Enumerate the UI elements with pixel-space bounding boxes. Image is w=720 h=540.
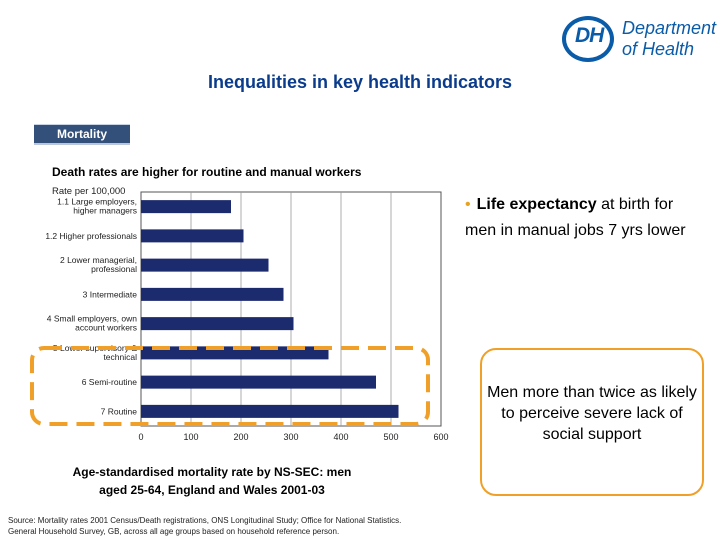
category-label: 5 Lower supervisory & technical [53,343,137,362]
source-note: Source: Mortality rates 2001 Census/Deat… [8,515,648,537]
bar [141,375,376,389]
bar [141,404,399,418]
bar [141,317,294,331]
mortality-bar-chart: 1.1 Large employers, higher managers 1.2 H… [30,186,449,442]
x-tick-label: 0 [138,432,143,442]
source-line-1: Source: Mortality rates 2001 Census/Deat… [8,516,402,525]
bar [141,200,231,214]
category-label: 7 Routine [101,406,138,416]
x-tick-label: 500 [383,432,398,442]
category-label: 6 Semi-routine [82,377,138,387]
logo-abbr: DH [575,24,604,47]
life-expectancy-bullet: • Life expectancy at birth for men in man… [465,192,705,244]
category-label: 2 Lower managerial, professional [60,255,137,274]
bar [141,287,284,301]
social-support-callout: Men more than twice as likely to perceiv… [480,348,704,496]
chart-subtitle: Death rates are higher for routine and m… [52,165,362,179]
category-label: 1.1 Large employers, higher managers [57,197,137,216]
category-label: 4 Small employers, own account workers [47,314,138,333]
x-tick-label: 300 [283,432,298,442]
dh-logo: DH Department of Health [562,14,716,64]
chart-bars [141,200,399,418]
highlight-box [30,346,430,426]
x-tick-label: 400 [333,432,348,442]
tab-mortality[interactable]: Mortality [34,124,130,143]
chart-grid [140,191,442,427]
logo-line-2: of Health [622,39,695,59]
callout-text: Men more than twice as likely to perceiv… [487,384,697,443]
logo-line-1: Department [622,18,717,38]
bar [141,229,244,243]
category-label: 3 Intermediate [83,289,138,299]
slide-title: Inequalities in key health indicators [207,72,513,92]
chart-caption: Age-standardised mortality rate by NS-SE… [72,465,352,497]
x-tick-label: 600 [433,432,448,442]
x-tick-label: 200 [233,432,248,442]
tab-underline [34,143,130,145]
x-tick-labels: 0 100 200 300 400 500 600 [138,432,448,442]
bullet-text: at birth for men in manual jobs 7 yrs lo… [465,196,686,239]
x-tick-label: 100 [183,432,198,442]
bar [141,258,269,272]
category-labels: 1.1 Large employers, higher managers 1.2 H… [45,197,137,417]
category-label: 1.2 Higher professionals [45,231,137,241]
bullet-dot-icon: • [465,196,471,213]
bullet-bold-text: Life expectancy [476,196,597,213]
logo-ring [562,16,614,62]
source-line-2: General Household Survey, GB, across all… [8,527,340,536]
y-axis-label: Rate per 100,000 [52,186,125,197]
